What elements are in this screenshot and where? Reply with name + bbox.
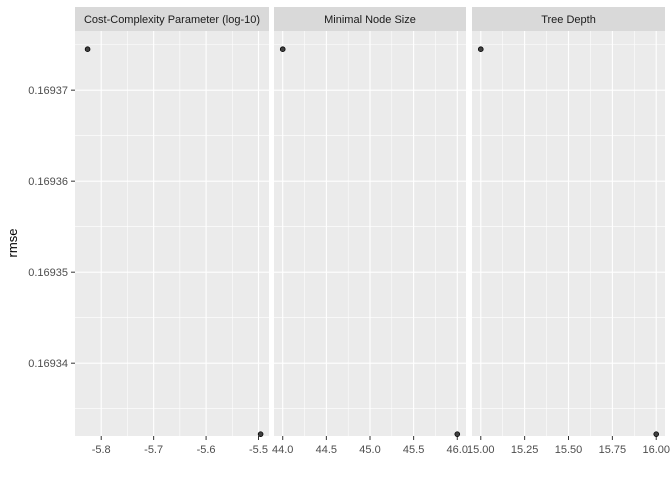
x-tick-label: -5.7 xyxy=(144,444,163,456)
y-tick-label: 0.16937 xyxy=(28,85,68,97)
y-tick-label: 0.16935 xyxy=(28,267,68,279)
data-point xyxy=(653,431,660,437)
panel-background xyxy=(75,31,269,436)
y-tick-label: 0.16934 xyxy=(28,358,68,370)
x-tick-label: -5.8 xyxy=(92,444,111,456)
x-tick-label: 44.0 xyxy=(272,444,293,456)
y-tick-label: 0.16936 xyxy=(28,176,68,188)
x-tick-label: 15.00 xyxy=(467,444,495,456)
x-tick-label: 45.0 xyxy=(359,444,380,456)
x-tick-label: 16.00 xyxy=(642,444,670,456)
facet-title: Tree Depth xyxy=(541,14,596,26)
facet-title: Minimal Node Size xyxy=(324,14,416,26)
x-tick-label: -5.5 xyxy=(249,444,268,456)
facet-panel: Minimal Node Size 44.0 44.5 45.0 45.5 46.0 xyxy=(272,7,468,456)
facet-strip xyxy=(274,7,466,31)
x-tick-label: 15.25 xyxy=(511,444,539,456)
data-point xyxy=(477,46,484,53)
x-tick-label: 15.75 xyxy=(599,444,627,456)
facet-title: Cost-Complexity Parameter (log-10) xyxy=(84,14,260,26)
x-tick-label: 15.50 xyxy=(555,444,583,456)
facet-strip xyxy=(75,7,269,31)
facet-panel: Cost-Complexity Parameter (log-10) -5.8 -5… xyxy=(75,7,269,456)
facet-strip xyxy=(472,7,665,31)
data-point xyxy=(257,431,264,437)
data-point xyxy=(454,431,461,437)
data-point xyxy=(84,46,91,53)
x-tick-label: 45.5 xyxy=(403,444,424,456)
data-point xyxy=(279,46,286,53)
x-tick-label: 44.5 xyxy=(316,444,337,456)
facet-panel: Tree Depth 15.00 15.25 15.50 15.75 16.00 xyxy=(467,7,670,456)
x-tick-label: 46.0 xyxy=(447,444,468,456)
y-axis: 0.16934 0.16935 0.16936 0.16937 xyxy=(28,85,75,370)
facet-panels: Cost-Complexity Parameter (log-10) -5.8 -5… xyxy=(75,7,670,456)
y-axis-title: rmse xyxy=(5,229,20,258)
x-tick-label: -5.6 xyxy=(197,444,216,456)
